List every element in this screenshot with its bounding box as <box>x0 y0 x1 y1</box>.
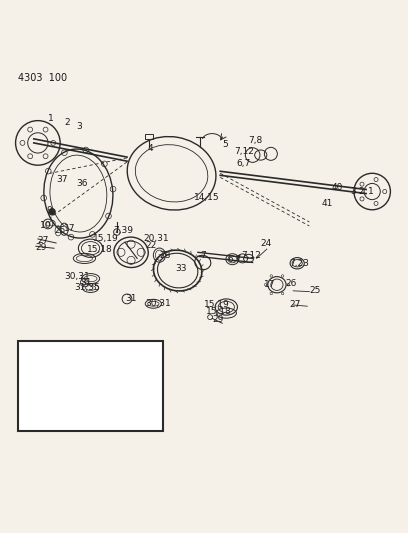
Text: 15,18: 15,18 <box>206 306 232 316</box>
Text: 9: 9 <box>46 206 52 215</box>
Text: 7,12: 7,12 <box>234 147 254 156</box>
Text: 41: 41 <box>322 199 333 208</box>
Text: 7,39: 7,39 <box>113 227 133 236</box>
Text: 31: 31 <box>125 294 137 303</box>
Text: 36: 36 <box>76 179 88 188</box>
Text: 22: 22 <box>145 241 157 250</box>
Text: 43: 43 <box>91 355 102 364</box>
Text: 2: 2 <box>358 187 364 196</box>
Text: 15,19: 15,19 <box>204 300 230 309</box>
Text: 33: 33 <box>175 264 187 272</box>
Text: 1: 1 <box>368 187 374 196</box>
Text: 20,31: 20,31 <box>143 235 169 244</box>
Text: 17: 17 <box>264 280 275 289</box>
Text: 5: 5 <box>222 140 228 149</box>
Text: 25: 25 <box>54 225 65 235</box>
Text: 31,35: 31,35 <box>74 284 100 293</box>
Bar <box>145 134 153 139</box>
Text: 30,31: 30,31 <box>64 272 90 281</box>
Bar <box>18 342 164 431</box>
Text: 7,23: 7,23 <box>289 259 309 268</box>
Text: 14,15: 14,15 <box>194 193 220 202</box>
Text: 26: 26 <box>285 279 297 288</box>
Text: 40: 40 <box>332 183 343 192</box>
Text: 3: 3 <box>76 122 82 131</box>
Text: ANTI SPIN DIFFERENTIAL: ANTI SPIN DIFFERENTIAL <box>50 422 144 431</box>
Text: 7: 7 <box>200 251 206 260</box>
Text: 31: 31 <box>80 278 92 287</box>
Text: 29: 29 <box>36 243 47 252</box>
Circle shape <box>49 208 55 215</box>
Text: 17: 17 <box>64 223 76 232</box>
Text: 28: 28 <box>160 251 171 260</box>
Text: 30,31: 30,31 <box>145 300 171 308</box>
Text: 25: 25 <box>309 286 321 295</box>
Text: 29: 29 <box>212 314 224 324</box>
Text: 6,7: 6,7 <box>228 255 242 264</box>
Text: 4: 4 <box>147 144 153 154</box>
Text: 37: 37 <box>56 175 68 184</box>
Text: 6,7: 6,7 <box>236 159 251 168</box>
Text: 4303  100: 4303 100 <box>18 73 67 83</box>
Text: 7,8: 7,8 <box>248 136 263 146</box>
Text: 27: 27 <box>38 236 49 245</box>
Text: ANTI SPIN DIFFERENTIAL: ANTI SPIN DIFFERENTIAL <box>50 422 135 429</box>
Text: 1: 1 <box>48 114 54 123</box>
Text: 27: 27 <box>289 301 300 310</box>
Text: 10: 10 <box>40 221 51 230</box>
Text: 15,19: 15,19 <box>93 235 118 244</box>
Text: 7,12: 7,12 <box>241 251 261 260</box>
Text: 24: 24 <box>260 239 271 248</box>
Text: 3: 3 <box>350 187 356 196</box>
Text: 2: 2 <box>64 118 70 127</box>
Text: 15,18: 15,18 <box>86 245 112 254</box>
